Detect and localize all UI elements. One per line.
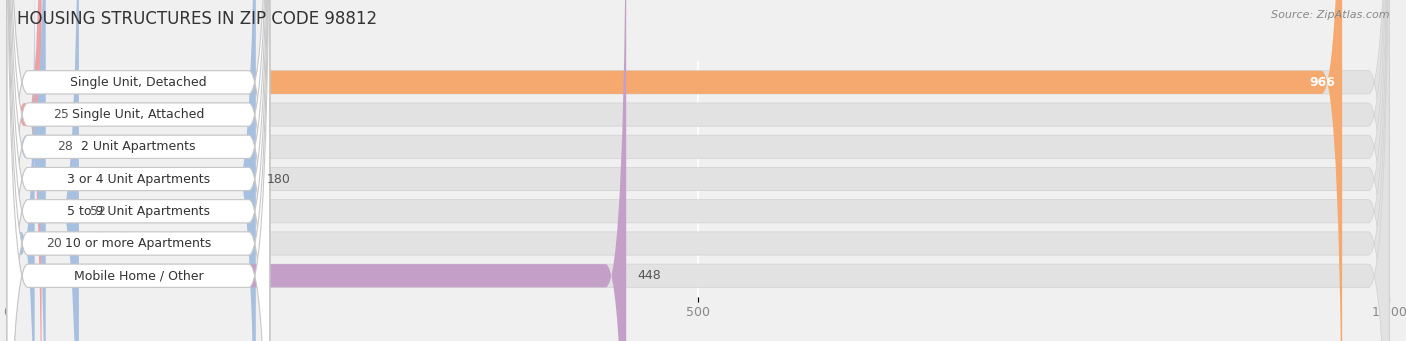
FancyBboxPatch shape bbox=[7, 0, 1343, 341]
Text: 5 to 9 Unit Apartments: 5 to 9 Unit Apartments bbox=[67, 205, 209, 218]
Text: 28: 28 bbox=[56, 140, 73, 153]
Text: Source: ZipAtlas.com: Source: ZipAtlas.com bbox=[1271, 10, 1389, 20]
Text: 52: 52 bbox=[90, 205, 105, 218]
Text: 180: 180 bbox=[267, 173, 291, 186]
FancyBboxPatch shape bbox=[7, 0, 270, 341]
FancyBboxPatch shape bbox=[7, 0, 270, 341]
Text: 10 or more Apartments: 10 or more Apartments bbox=[65, 237, 211, 250]
FancyBboxPatch shape bbox=[7, 0, 270, 341]
FancyBboxPatch shape bbox=[7, 0, 1389, 341]
FancyBboxPatch shape bbox=[7, 0, 270, 341]
FancyBboxPatch shape bbox=[7, 0, 1389, 341]
FancyBboxPatch shape bbox=[7, 0, 270, 341]
FancyBboxPatch shape bbox=[7, 0, 1389, 341]
FancyBboxPatch shape bbox=[7, 0, 1389, 341]
Text: Single Unit, Detached: Single Unit, Detached bbox=[70, 76, 207, 89]
FancyBboxPatch shape bbox=[7, 0, 1389, 341]
FancyBboxPatch shape bbox=[7, 0, 256, 341]
FancyBboxPatch shape bbox=[7, 0, 626, 341]
Text: HOUSING STRUCTURES IN ZIP CODE 98812: HOUSING STRUCTURES IN ZIP CODE 98812 bbox=[17, 10, 377, 28]
FancyBboxPatch shape bbox=[7, 0, 270, 341]
Text: 966: 966 bbox=[1309, 76, 1336, 89]
FancyBboxPatch shape bbox=[7, 0, 1389, 341]
Text: 25: 25 bbox=[52, 108, 69, 121]
FancyBboxPatch shape bbox=[7, 0, 79, 341]
FancyBboxPatch shape bbox=[7, 0, 270, 341]
Text: 3 or 4 Unit Apartments: 3 or 4 Unit Apartments bbox=[66, 173, 209, 186]
FancyBboxPatch shape bbox=[7, 0, 46, 341]
FancyBboxPatch shape bbox=[7, 0, 1389, 341]
Text: 20: 20 bbox=[46, 237, 62, 250]
Text: 2 Unit Apartments: 2 Unit Apartments bbox=[82, 140, 195, 153]
Text: Single Unit, Attached: Single Unit, Attached bbox=[72, 108, 204, 121]
Text: Mobile Home / Other: Mobile Home / Other bbox=[73, 269, 202, 282]
FancyBboxPatch shape bbox=[7, 0, 42, 341]
Text: 448: 448 bbox=[637, 269, 661, 282]
FancyBboxPatch shape bbox=[7, 0, 35, 341]
